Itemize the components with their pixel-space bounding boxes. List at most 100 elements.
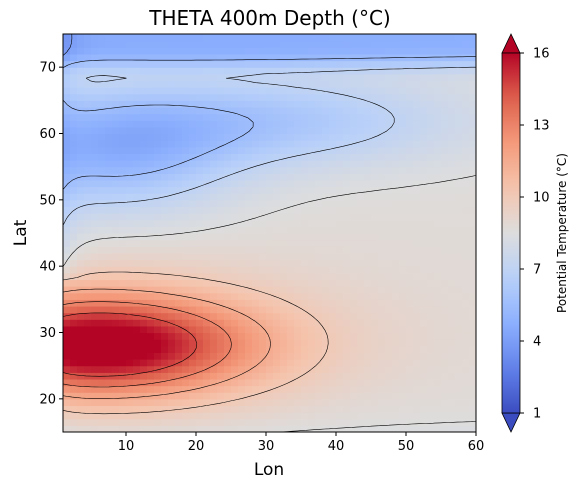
heatmap-cell [322,47,330,55]
heatmap-cell [252,305,260,314]
heatmap-cell [385,385,393,393]
heatmap-cell [140,392,148,400]
heatmap-cell [406,266,414,274]
heatmap-cell [336,339,344,347]
heatmap-cell [259,93,267,101]
heatmap-cell [364,246,372,254]
heatmap-cell [161,352,169,360]
heatmap-cell [189,80,197,88]
heatmap-cell [189,286,197,294]
heatmap-cell [357,40,365,48]
heatmap-cell [329,392,337,400]
heatmap-cell [140,166,148,174]
heatmap-cell [210,206,218,214]
heatmap-cell [175,160,183,168]
heatmap-cell [112,305,120,314]
heatmap-cell [301,126,309,135]
heatmap-cell [63,279,71,287]
heatmap-cell [154,73,162,82]
heatmap-cell [385,199,393,208]
heatmap-cell [245,213,253,221]
heatmap-cell [245,219,253,227]
heatmap-cell [63,292,71,300]
heatmap-cell [329,186,337,194]
heatmap-cell [364,133,372,141]
heatmap-cell [119,100,127,108]
heatmap-cell [273,53,281,62]
heatmap-cell [413,34,421,42]
heatmap-cell [210,93,218,101]
heatmap-cell [406,259,414,267]
heatmap-cell [210,120,218,128]
heatmap-cell [126,286,134,294]
heatmap-cell [294,286,302,294]
heatmap-cell [322,100,330,108]
heatmap-cell [77,100,85,108]
heatmap-cell [280,418,288,426]
heatmap-cell [413,339,421,347]
heatmap-cell [420,319,428,327]
heatmap-cell [217,120,225,128]
heatmap-cell [119,425,127,432]
heatmap-cell [168,266,176,274]
heatmap-cell [273,266,281,274]
heatmap-cell [427,365,435,373]
heatmap-cell [434,219,442,227]
heatmap-cell [147,418,155,426]
heatmap-cell [77,345,85,353]
heatmap-cell [217,385,225,393]
heatmap-cell [105,40,113,48]
heatmap-cell [434,166,442,174]
heatmap-cell [364,206,372,214]
heatmap-cell [322,213,330,221]
heatmap-cell [105,325,113,334]
heatmap-cell [441,312,449,320]
heatmap-cell [168,67,176,75]
heatmap-cell [217,106,225,115]
heatmap-cell [385,106,393,115]
heatmap-cell [371,352,379,360]
heatmap-cell [196,213,204,221]
heatmap-cell [259,398,267,407]
heatmap-cell [70,345,78,353]
heatmap-cell [336,279,344,287]
heatmap-cell [98,312,106,320]
heatmap-cell [133,385,141,393]
heatmap-cell [140,213,148,221]
heatmap-cell [245,206,253,214]
heatmap-cell [189,425,197,432]
heatmap-cell [469,34,476,42]
heatmap-cell [245,199,253,208]
heatmap-cell [196,378,204,387]
heatmap-cell [455,219,463,227]
heatmap-cell [84,100,92,108]
heatmap-cell [175,332,183,340]
heatmap-cell [259,325,267,334]
heatmap-cell [161,239,169,247]
heatmap-cell [420,398,428,407]
heatmap-cell [406,385,414,393]
heatmap-cell [427,392,435,400]
heatmap-cell [119,412,127,420]
heatmap-cell [98,120,106,128]
heatmap-cell [350,67,358,75]
heatmap-cell [392,106,400,115]
heatmap-cell [378,332,386,340]
heatmap-cell [315,193,323,201]
heatmap-cell [280,199,288,208]
heatmap-cell [441,219,449,227]
heatmap-cell [168,398,176,407]
heatmap-cell [469,160,476,168]
heatmap-cell [301,425,309,432]
heatmap-cell [371,120,379,128]
heatmap-cell [357,47,365,55]
heatmap-cell [420,34,428,42]
heatmap-cell [189,246,197,254]
heatmap-cell [322,219,330,227]
heatmap-cell [161,126,169,135]
heatmap-cell [231,292,239,300]
heatmap-cell [406,140,414,148]
heatmap-cell [154,67,162,75]
heatmap-cell [462,272,470,281]
heatmap-cell [126,106,134,115]
